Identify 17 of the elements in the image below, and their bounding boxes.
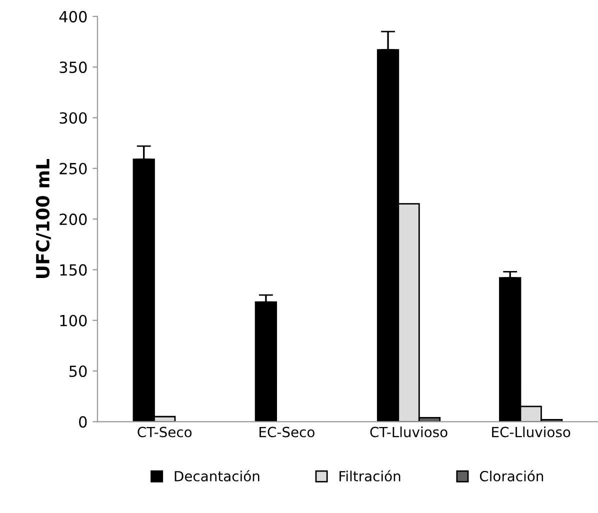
x-tick-label: CT-Lluvioso xyxy=(370,426,448,438)
legend-label: Cloración xyxy=(480,470,544,482)
x-tick-label: CT-Seco xyxy=(138,426,192,438)
y-tick-label: 300 xyxy=(60,112,87,124)
y-tick-label: 400 xyxy=(59,10,87,22)
legend-label: Decantación xyxy=(174,470,260,482)
y-tick-label: 250 xyxy=(60,162,87,174)
y-tick-label: 200 xyxy=(60,214,87,226)
y-tick-label: 350 xyxy=(60,62,87,74)
y-tick-label: 0 xyxy=(79,416,87,428)
y-tick-label: 50 xyxy=(69,365,87,378)
legend-label: Filtración xyxy=(340,470,400,482)
x-tick-label: EC-Seco xyxy=(260,426,314,438)
y-axis-title: UFC/100 mL xyxy=(36,158,51,278)
x-tick-label: EC-Lluvioso xyxy=(492,426,570,438)
y-tick-label: 100 xyxy=(60,314,87,326)
y-tick-label: 150 xyxy=(60,264,87,276)
